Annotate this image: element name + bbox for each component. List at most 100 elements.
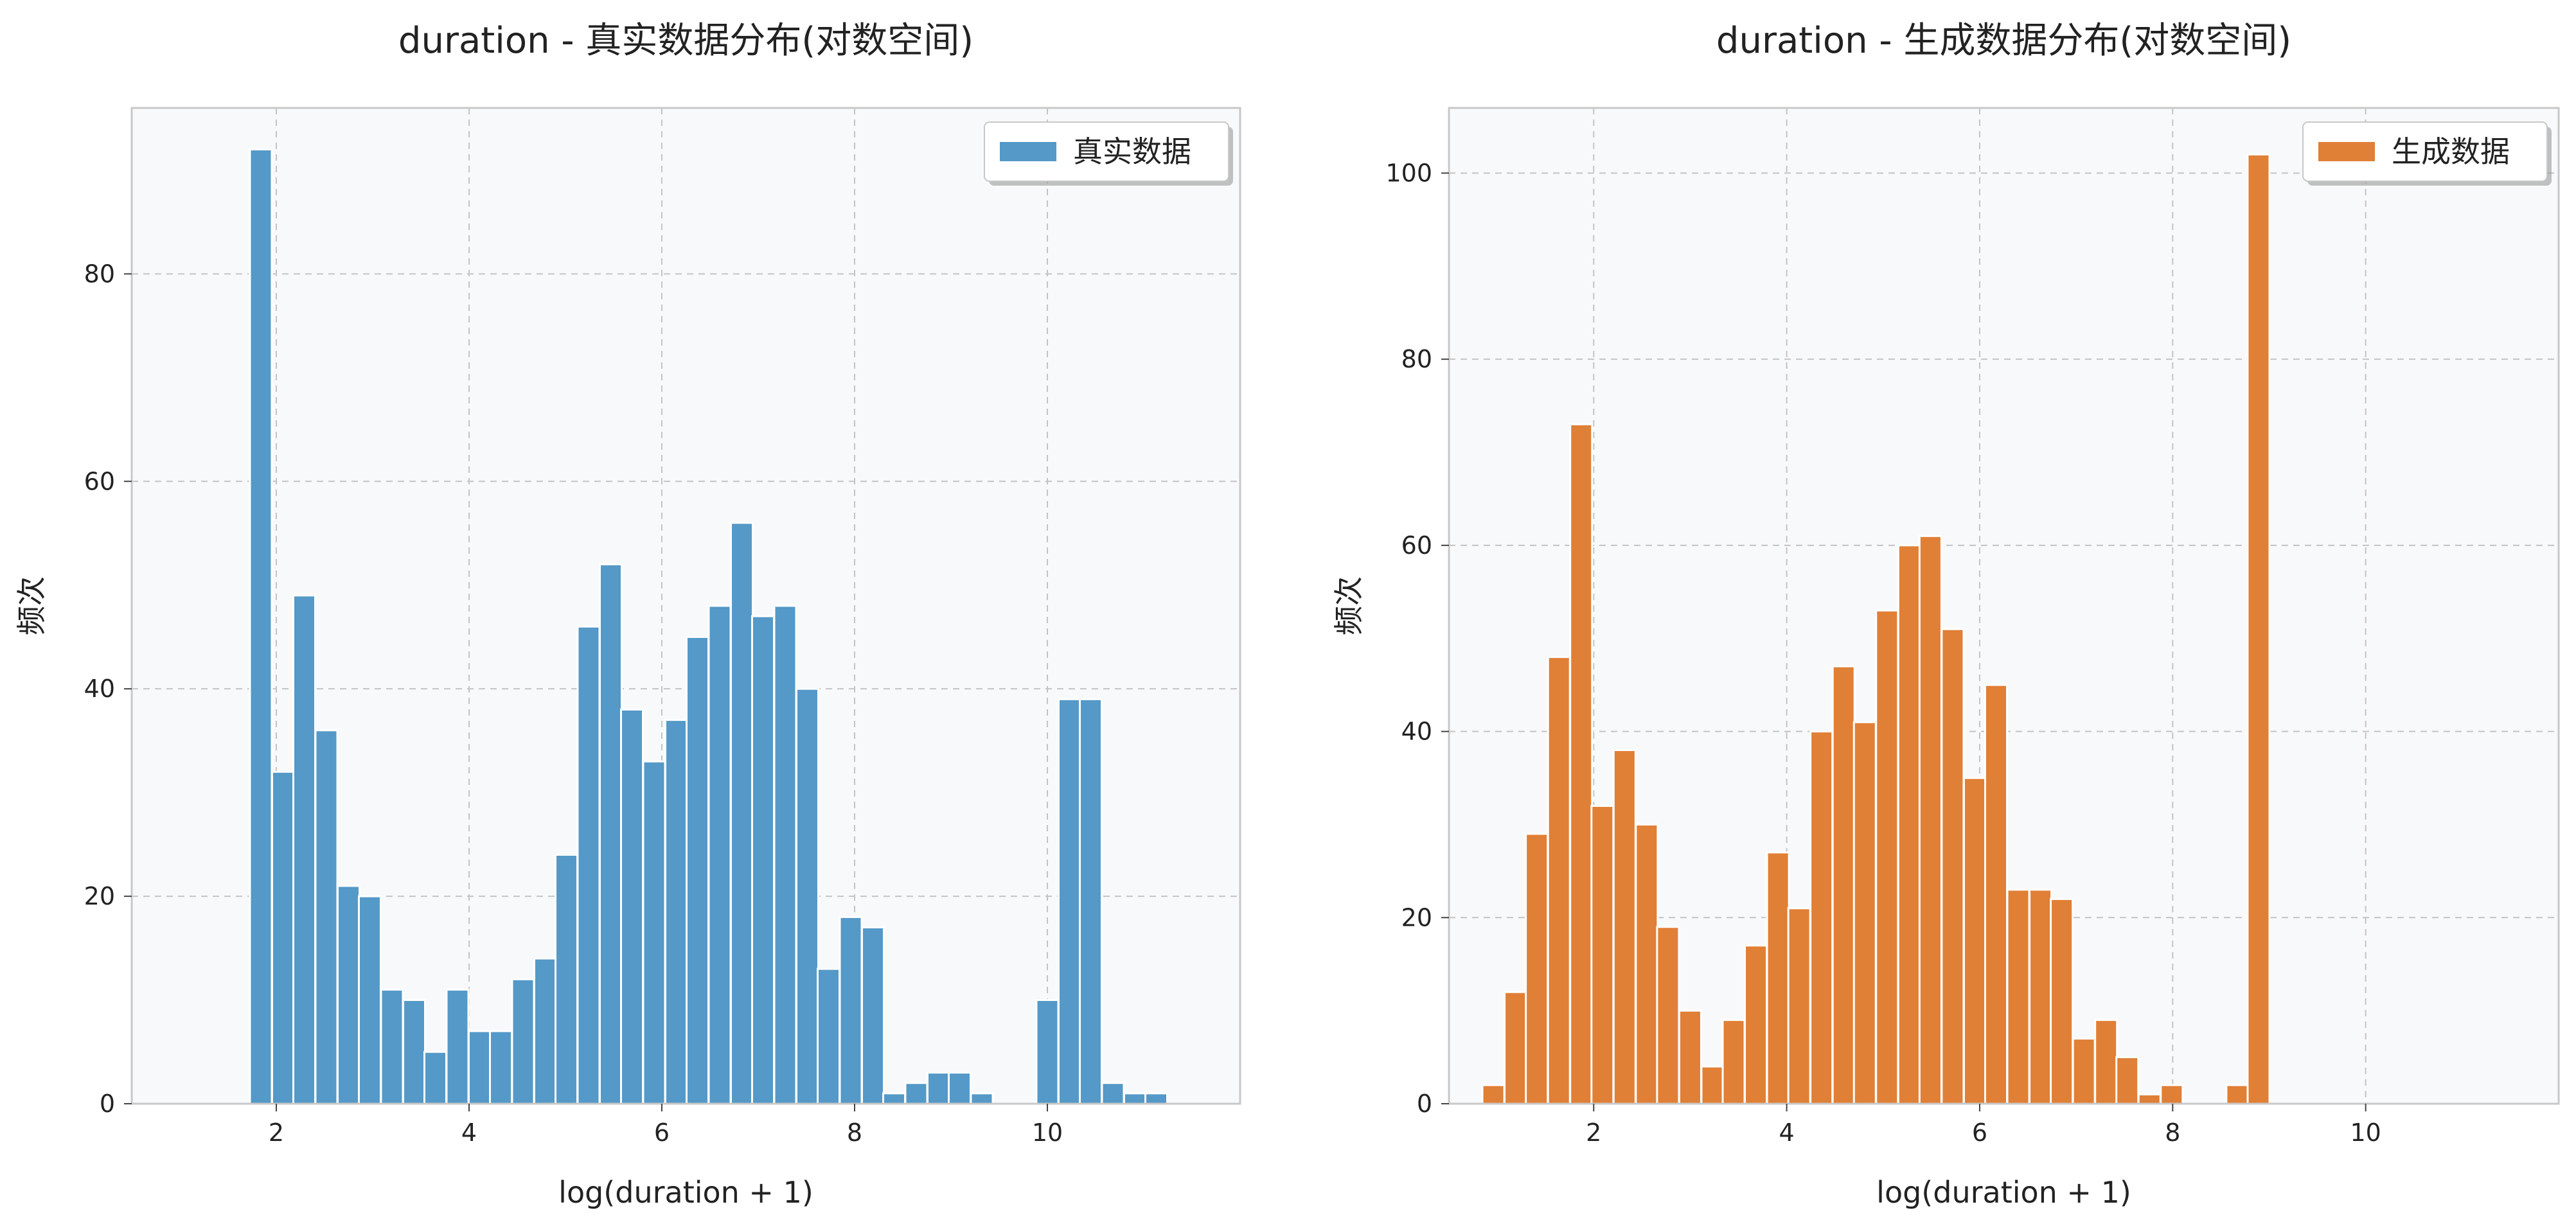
histogram-bar — [1656, 926, 1680, 1105]
histogram-bar — [358, 895, 382, 1105]
histogram-bar — [2050, 897, 2074, 1105]
histogram-bar — [380, 988, 404, 1105]
x-tick-label: 8 — [2165, 1118, 2180, 1147]
x-tick-label: 6 — [654, 1118, 670, 1147]
x-tick-label: 2 — [1586, 1118, 1601, 1147]
histogram-bar — [1897, 544, 1921, 1105]
histogram-bar — [1058, 698, 1081, 1105]
histogram-bar — [1721, 1019, 1746, 1105]
histogram-bar — [1569, 423, 1594, 1105]
histogram-bar — [511, 978, 535, 1105]
histogram-bar — [1918, 535, 1942, 1105]
legend-swatch — [1000, 142, 1056, 161]
chart-panel-1: 2 4 6 8 10 0 20 40 60 80 duration - 真实数据分布(对数空间) lo… — [14, 20, 1241, 1210]
histogram-bar — [555, 854, 578, 1105]
histogram-bar — [642, 760, 666, 1105]
histogram-bar — [1079, 698, 1103, 1105]
histogram-bar — [1525, 833, 1549, 1105]
histogram-bar — [730, 522, 754, 1105]
histogram-bar — [2006, 889, 2030, 1105]
x-tick-label: 8 — [847, 1118, 862, 1147]
histogram-bar — [1700, 1065, 1725, 1105]
legend-swatch — [2318, 142, 2375, 161]
x-tick-label: 6 — [1972, 1118, 1987, 1147]
histogram-bar — [1787, 907, 1811, 1105]
histogram-bar — [2029, 889, 2053, 1105]
y-tick-label: 40 — [84, 675, 115, 703]
histogram-bar — [1101, 1082, 1125, 1105]
histogram-bar — [1612, 749, 1637, 1105]
y-tick-label: 60 — [84, 467, 115, 495]
histogram-bar — [948, 1072, 972, 1105]
histogram-bar — [817, 968, 840, 1105]
histogram-bar — [423, 1050, 447, 1105]
histogram-bar — [751, 615, 775, 1105]
histogram-bar — [1678, 1009, 1702, 1105]
chart-title: duration - 生成数据分布(对数空间) — [1716, 20, 2291, 62]
histogram-bar — [2246, 153, 2271, 1105]
histogram-bar — [533, 957, 557, 1105]
histogram-bar — [2160, 1084, 2184, 1105]
histogram-bar — [292, 594, 316, 1105]
plot-frame — [130, 107, 1241, 1105]
histogram-bar — [1744, 944, 1768, 1105]
histogram-bar — [1635, 823, 1659, 1105]
histogram-bar — [927, 1072, 950, 1105]
legend-label: 生成数据 — [2392, 134, 2510, 169]
histogram-bar — [249, 148, 273, 1105]
histogram-bar — [1590, 804, 1615, 1105]
histogram-bar — [2137, 1093, 2162, 1105]
histogram-bar — [314, 729, 339, 1105]
histogram-bar — [2072, 1038, 2096, 1105]
x-tick-label: 10 — [2350, 1118, 2381, 1147]
y-axis-label: 频次 — [1331, 576, 1366, 635]
y-axis-label: 频次 — [14, 576, 49, 635]
histogram-bar — [1504, 991, 1528, 1105]
histogram-bar — [970, 1092, 994, 1105]
y-tick-label: 0 — [100, 1090, 115, 1118]
histogram-bar — [1035, 999, 1060, 1105]
plot-frame — [1448, 107, 2560, 1105]
histogram-bar — [664, 719, 688, 1105]
x-tick-label: 4 — [1779, 1118, 1795, 1147]
histogram-bar — [2225, 1084, 2250, 1105]
histogram-bar — [1123, 1092, 1147, 1105]
histogram-bar — [1941, 628, 1965, 1105]
histogram-bar — [576, 625, 601, 1105]
histogram-bar — [271, 770, 295, 1105]
chart-title: duration - 真实数据分布(对数空间) — [398, 20, 973, 62]
histogram-bar — [904, 1082, 928, 1105]
histogram-bar — [445, 988, 470, 1105]
histogram-bar — [2115, 1056, 2140, 1105]
x-axis-label: log(duration + 1) — [1876, 1175, 2131, 1210]
histogram-bar — [599, 563, 623, 1105]
histogram-bar — [686, 635, 709, 1105]
histogram-bar — [337, 885, 360, 1105]
legend-box — [2302, 121, 2548, 182]
histogram-bar — [795, 687, 819, 1105]
histogram-bar — [1875, 609, 1899, 1105]
y-tick-label: 20 — [84, 882, 115, 910]
histogram-bar — [489, 1030, 513, 1105]
y-tick-label: 0 — [1417, 1090, 1432, 1118]
histogram-bar — [1852, 721, 1877, 1105]
histogram-bar — [620, 708, 644, 1105]
x-axis-label: log(duration + 1) — [558, 1175, 813, 1210]
histogram-bar — [2094, 1019, 2119, 1105]
histogram-bar — [1809, 730, 1834, 1105]
x-tick-label: 2 — [269, 1118, 284, 1147]
y-tick-label: 80 — [1401, 345, 1432, 373]
legend-box — [984, 121, 1229, 182]
y-tick-label: 40 — [1401, 718, 1432, 746]
histogram-bar — [1962, 777, 1987, 1105]
y-tick-label: 80 — [84, 260, 115, 288]
histogram-bar — [1984, 684, 2008, 1105]
y-tick-label: 20 — [1401, 903, 1432, 932]
histogram-bar — [839, 915, 863, 1105]
histogram-bar — [1481, 1084, 1506, 1105]
x-tick-label: 4 — [461, 1118, 477, 1147]
histogram-bar — [773, 605, 797, 1105]
